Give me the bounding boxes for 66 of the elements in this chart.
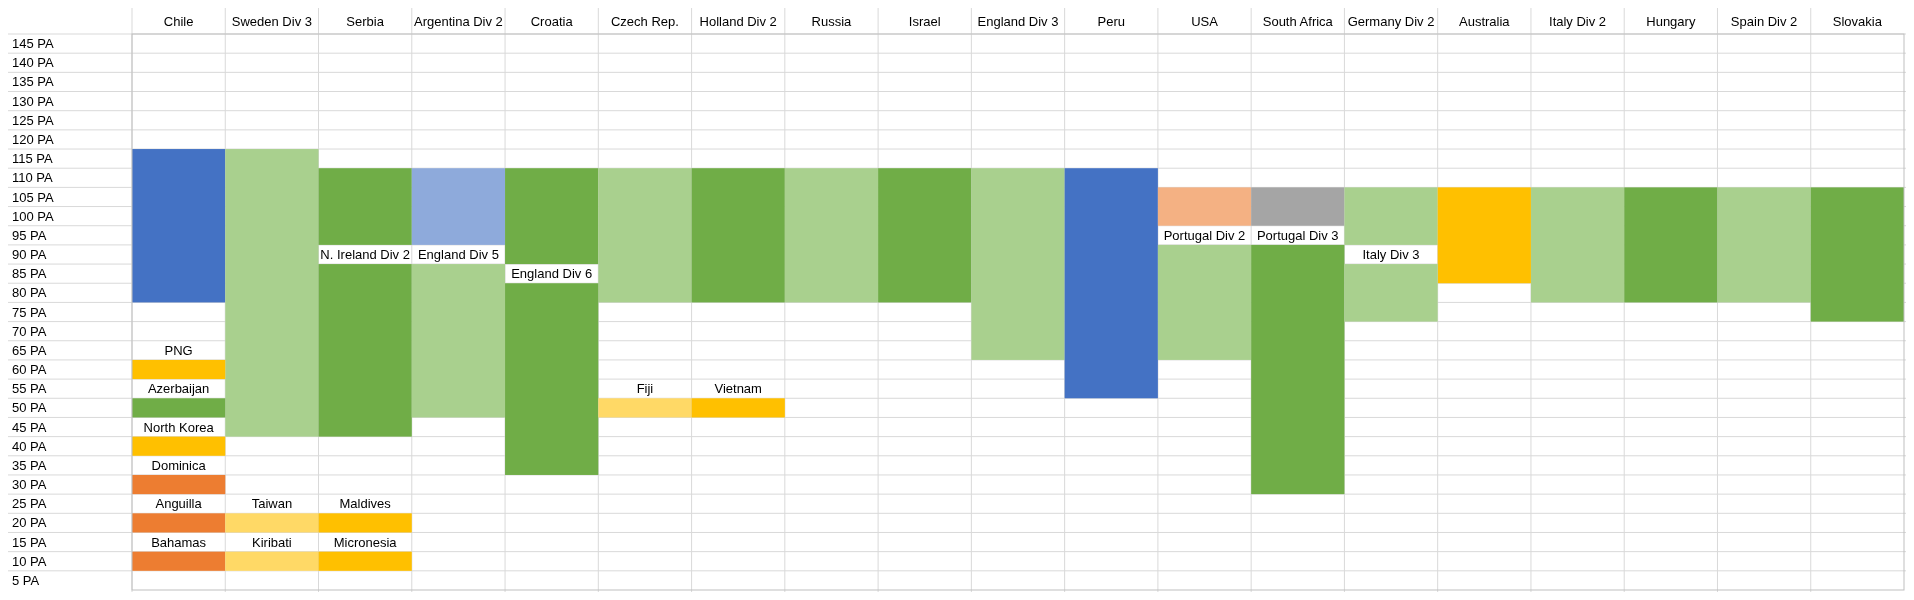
x-tick-label: Australia bbox=[1459, 13, 1511, 29]
y-tick-label: 100 PA bbox=[12, 208, 55, 224]
x-tick-label: Russia bbox=[811, 13, 853, 29]
y-tick-label: 95 PA bbox=[12, 227, 47, 243]
series-label: Anguilla bbox=[155, 496, 203, 512]
x-tick-label: Germany Div 2 bbox=[1347, 13, 1435, 29]
series-label: Bahamas bbox=[151, 534, 207, 550]
series-label: Dominica bbox=[151, 457, 207, 473]
y-tick-label: 50 PA bbox=[12, 400, 47, 416]
y-tick-label: 60 PA bbox=[12, 362, 47, 378]
y-tick-label: 140 PA bbox=[12, 55, 55, 71]
series-label: England Div 5 bbox=[417, 247, 499, 263]
series-label: N. Ireland Div 2 bbox=[320, 247, 410, 263]
series-label: North Korea bbox=[143, 419, 215, 435]
series-label: Fiji bbox=[636, 381, 654, 397]
series-label: Maldives bbox=[339, 496, 392, 512]
y-tick-label: 35 PA bbox=[12, 457, 47, 473]
y-tick-label: 30 PA bbox=[12, 477, 47, 493]
series-label: Portugal Div 3 bbox=[1256, 227, 1339, 243]
series-label: Taiwan bbox=[251, 496, 293, 512]
x-tick-label: Italy Div 2 bbox=[1549, 13, 1607, 29]
y-tick-label: 65 PA bbox=[12, 342, 47, 358]
x-tick-label: USA bbox=[1191, 13, 1219, 29]
y-tick-label: 75 PA bbox=[12, 304, 47, 320]
x-tick-label: Argentina Div 2 bbox=[413, 13, 503, 29]
x-tick-label: Holland Div 2 bbox=[699, 13, 777, 29]
x-tick-label: Israel bbox=[908, 13, 941, 29]
y-tick-label: 25 PA bbox=[12, 496, 47, 512]
series-label: Azerbaijan bbox=[147, 381, 210, 397]
x-tick-label: Sweden Div 3 bbox=[231, 13, 312, 29]
x-tick-label: Hungary bbox=[1646, 13, 1696, 29]
x-tick-label: Croatia bbox=[530, 13, 574, 29]
x-tick-label: Spain Div 2 bbox=[1730, 13, 1798, 29]
y-tick-label: 70 PA bbox=[12, 323, 47, 339]
y-tick-label: 80 PA bbox=[12, 285, 47, 301]
y-tick-label: 115 PA bbox=[12, 151, 54, 167]
series-label: Italy Div 3 bbox=[1362, 247, 1420, 263]
y-tick-label: 145 PA bbox=[12, 36, 55, 52]
x-tick-label: Serbia bbox=[346, 13, 385, 29]
x-tick-label: South Africa bbox=[1262, 13, 1334, 29]
series-label: Kiribati bbox=[252, 534, 292, 550]
series-label: Vietnam bbox=[714, 381, 762, 397]
y-tick-label: 15 PA bbox=[12, 534, 47, 550]
y-tick-label: 90 PA bbox=[12, 247, 47, 263]
x-tick-label: Slovakia bbox=[1832, 13, 1883, 29]
x-tick-label: Czech Rep. bbox=[610, 13, 679, 29]
y-tick-label: 10 PA bbox=[12, 553, 47, 569]
y-tick-label: 45 PA bbox=[12, 419, 47, 435]
y-tick-label: 5 PA bbox=[12, 572, 40, 588]
y-tick-label: 85 PA bbox=[12, 266, 47, 282]
y-tick-label: 120 PA bbox=[12, 132, 55, 147]
series-label: Micronesia bbox=[333, 534, 398, 550]
y-tick-label: 55 PA bbox=[12, 381, 47, 397]
series-label: Portugal Div 2 bbox=[1163, 227, 1246, 243]
x-tick-label: England Div 3 bbox=[977, 13, 1059, 29]
y-tick-label: 110 PA bbox=[12, 170, 54, 186]
y-tick-label: 125 PA bbox=[12, 112, 55, 128]
y-tick-label: 105 PA bbox=[12, 189, 55, 205]
y-tick-label: 40 PA bbox=[12, 438, 47, 454]
series-label: PNG bbox=[164, 342, 193, 358]
y-tick-label: 135 PA bbox=[12, 74, 55, 90]
y-tick-label: 20 PA bbox=[12, 515, 47, 531]
series-label: England Div 6 bbox=[511, 266, 593, 282]
x-tick-label: Chile bbox=[163, 13, 194, 29]
x-tick-label: Peru bbox=[1097, 13, 1125, 29]
y-tick-label: 130 PA bbox=[12, 93, 55, 109]
